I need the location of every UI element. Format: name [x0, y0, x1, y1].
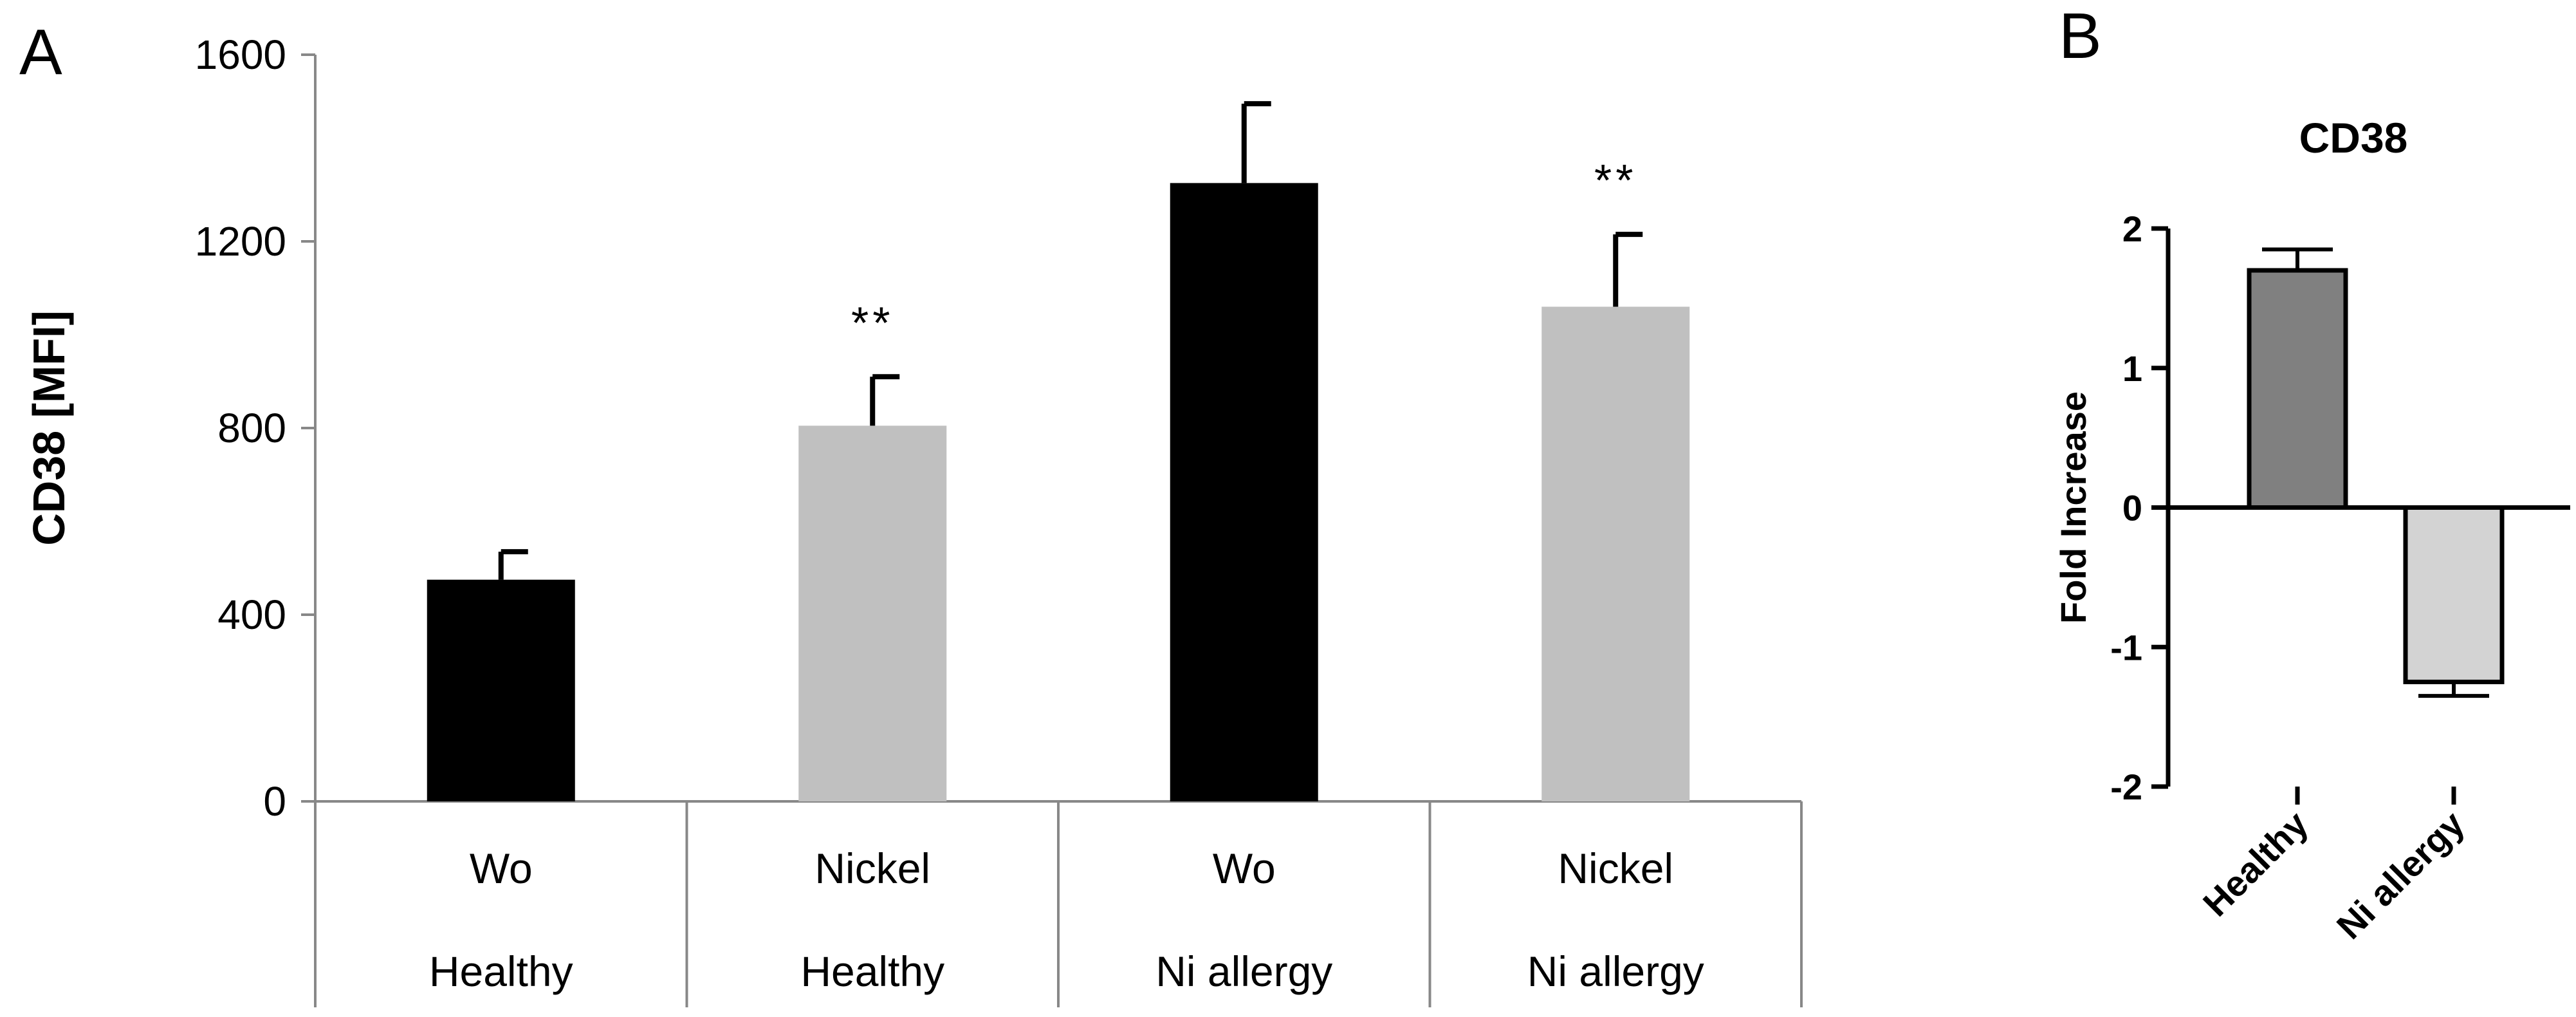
bar	[1170, 183, 1318, 801]
y-axis-title: CD38 [MFI]	[24, 310, 74, 546]
y-axis-title: Fold Increase	[2053, 391, 2093, 624]
bar	[427, 579, 575, 801]
category-group-label: Healthy	[429, 947, 573, 995]
significance-marker: **	[1594, 155, 1637, 205]
y-tick-label: 0	[2122, 488, 2142, 528]
y-tick-label: 400	[217, 592, 286, 638]
panel-b-letter: B	[2059, 0, 2102, 72]
y-tick-label: 0	[263, 778, 286, 825]
panel-a-chart: 1600 1200 800 400 0 CD38 [MFI] Wo Healthy ** Nick…	[24, 32, 1803, 1007]
y-tick-label: -2	[2110, 767, 2142, 807]
category-group-label: Healthy	[800, 947, 944, 995]
chart-title: CD38	[2299, 114, 2408, 162]
y-tick-label: 800	[217, 405, 286, 451]
bar	[2247, 268, 2348, 510]
x-tick-label: Ni allergy	[2329, 803, 2472, 947]
category-treatment-label: Wo	[1213, 844, 1276, 892]
x-tick-label: Healthy	[2195, 803, 2316, 924]
category-treatment-label: Nickel	[814, 844, 930, 892]
panel-a-letter: A	[19, 16, 62, 88]
y-tick-label: -1	[2110, 627, 2142, 667]
category-group-label: Ni allergy	[1155, 947, 1332, 995]
category-treatment-label: Wo	[470, 844, 533, 892]
category-group-label: Ni allergy	[1527, 947, 1704, 995]
y-tick-label: 1600	[195, 32, 286, 78]
category-treatment-label: Nickel	[1558, 844, 1673, 892]
panel-b-chart: CD38 2 1 0 -1 -2 Fold Increase Healthy Ni allerg…	[2053, 114, 2570, 947]
y-tick-label: 1	[2122, 348, 2142, 389]
y-tick-label: 1200	[195, 218, 286, 265]
bar	[1541, 306, 1690, 801]
significance-marker: **	[851, 297, 894, 348]
bar	[2403, 505, 2505, 684]
bar	[798, 425, 947, 801]
y-tick-label: 2	[2122, 209, 2142, 249]
